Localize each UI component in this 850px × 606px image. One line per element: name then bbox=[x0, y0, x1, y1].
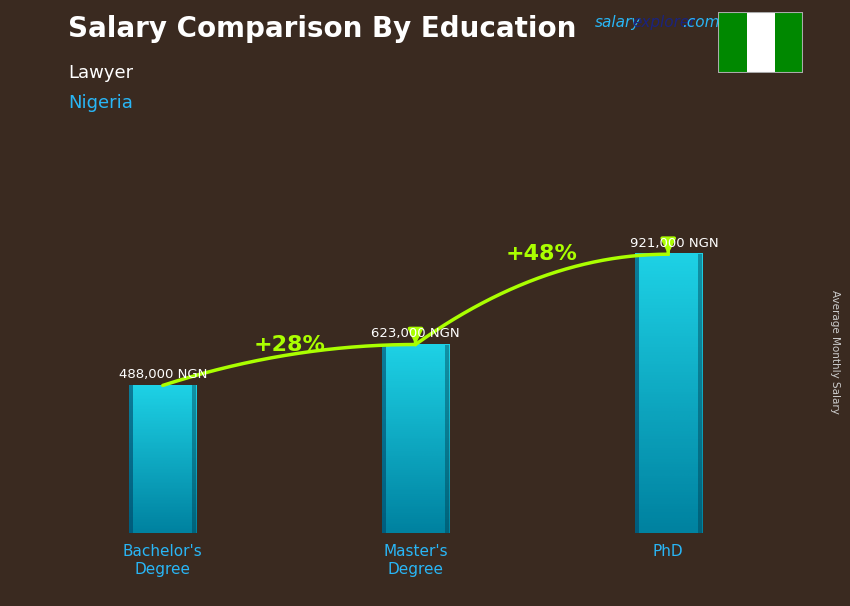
Bar bbox=[634, 255, 638, 533]
Bar bbox=[192, 385, 196, 533]
Text: 921,000 NGN: 921,000 NGN bbox=[631, 237, 719, 250]
Bar bbox=[775, 12, 803, 73]
Bar bbox=[382, 344, 386, 533]
Text: Average Monthly Salary: Average Monthly Salary bbox=[830, 290, 840, 413]
Text: .com: .com bbox=[682, 15, 719, 30]
Text: salary: salary bbox=[595, 15, 641, 30]
Text: explorer: explorer bbox=[632, 15, 696, 30]
Text: Salary Comparison By Education: Salary Comparison By Education bbox=[68, 15, 576, 43]
Text: +28%: +28% bbox=[253, 335, 325, 355]
Text: +48%: +48% bbox=[506, 244, 578, 264]
Bar bbox=[746, 12, 775, 73]
Bar bbox=[129, 385, 133, 533]
Text: Nigeria: Nigeria bbox=[68, 94, 133, 112]
Text: Lawyer: Lawyer bbox=[68, 64, 133, 82]
Text: 488,000 NGN: 488,000 NGN bbox=[118, 368, 207, 381]
Bar bbox=[718, 12, 746, 73]
Text: 623,000 NGN: 623,000 NGN bbox=[371, 327, 460, 340]
Bar bbox=[698, 255, 702, 533]
Bar bbox=[445, 344, 449, 533]
